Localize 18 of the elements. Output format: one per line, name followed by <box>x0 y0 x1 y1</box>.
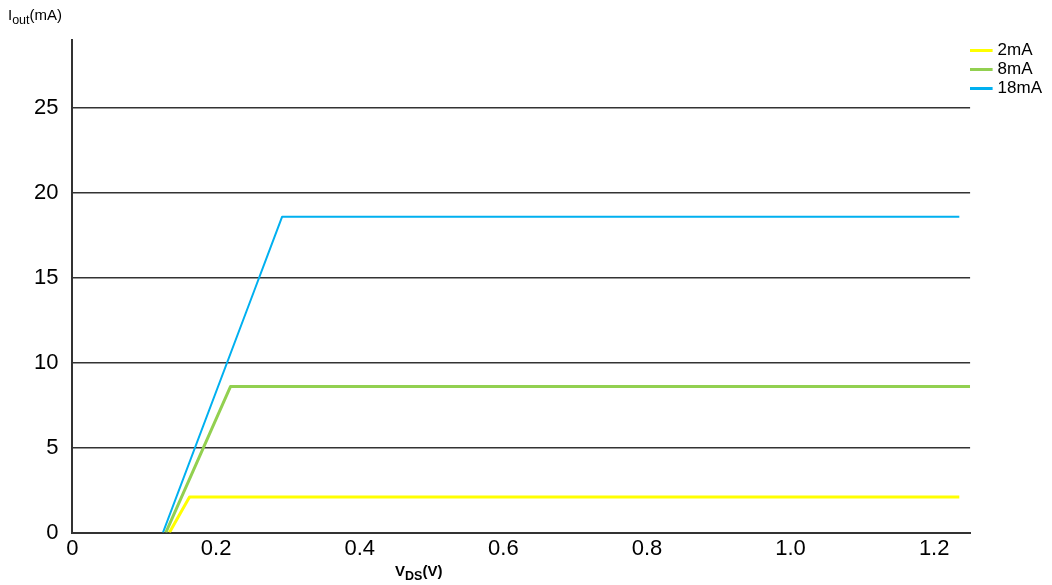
y-tick-label: 25 <box>33 94 59 120</box>
x-tick-label: 0.8 <box>631 534 663 560</box>
x-tick-label: 1.0 <box>775 534 806 560</box>
y-tick-label: 5 <box>46 433 59 459</box>
legend-label: 2mA <box>997 40 1034 60</box>
y-tick-label: 10 <box>33 348 59 374</box>
y-tick-label: 20 <box>33 178 59 204</box>
y-tick-label: 0 <box>46 518 59 544</box>
legend-label: 18mA <box>997 78 1043 98</box>
x-tick-label: 0.6 <box>488 534 519 560</box>
x-tick-label: 0.2 <box>200 534 232 560</box>
y-axis-title: I$_{out}$(mA) <box>8 6 63 27</box>
x-tick-label: 1.2 <box>918 534 950 560</box>
x-tick-label: 0.4 <box>344 534 376 560</box>
x-axis-title: V$_{DS}$(V) <box>395 562 443 583</box>
y-tick-label: 15 <box>33 263 59 289</box>
legend-label: 8mA <box>997 59 1034 79</box>
x-tick-label: 0 <box>66 534 79 560</box>
